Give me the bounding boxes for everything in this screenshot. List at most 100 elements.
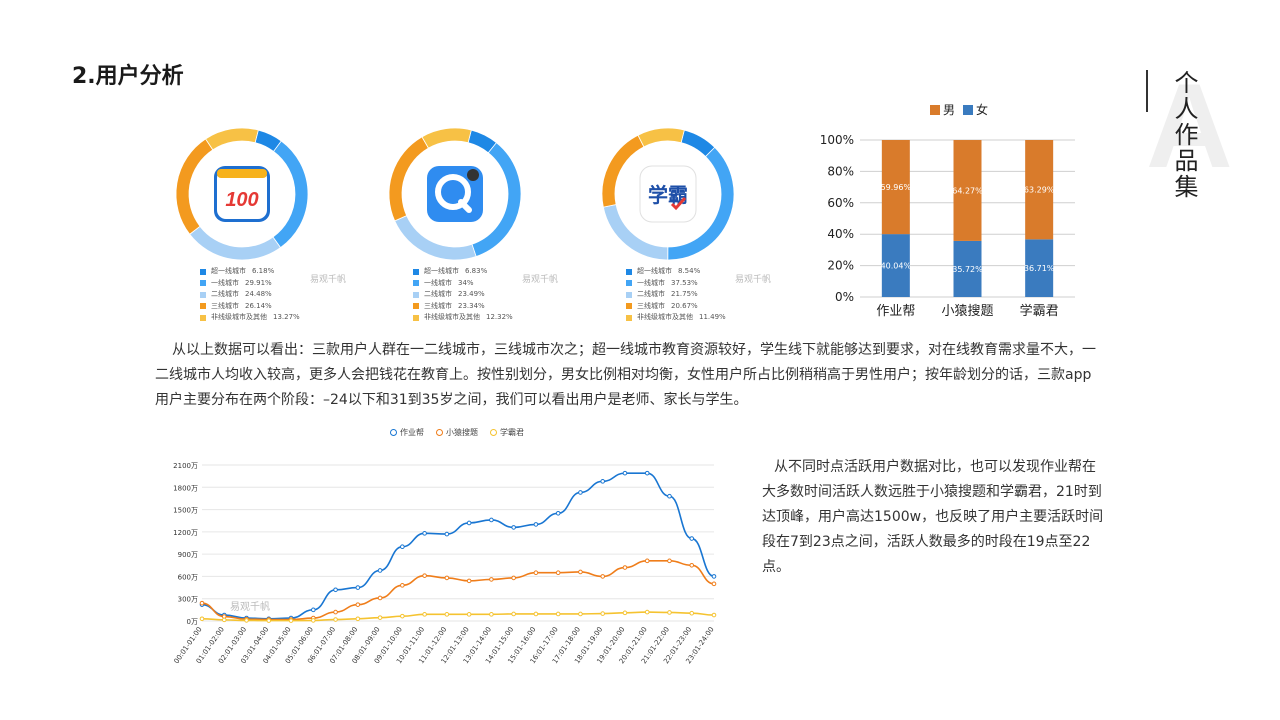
brand-letter: A: [1146, 59, 1233, 193]
legend-value: 20.67%: [671, 301, 698, 310]
legend-swatch: [413, 291, 419, 298]
brand-divider: [1146, 70, 1148, 112]
data-point: [622, 470, 628, 476]
bar-segment: [953, 240, 982, 297]
data-point: [644, 470, 650, 476]
data-point: [377, 595, 383, 601]
y-tick-label: 0万: [187, 618, 198, 626]
xiaoyuan-app-icon: [427, 166, 483, 222]
data-point: [311, 607, 316, 613]
data-label: 35.72%: [952, 265, 983, 274]
data-point: [466, 612, 472, 617]
data-point: [489, 517, 494, 523]
legend-male-swatch: [930, 104, 940, 115]
data-point: [466, 520, 472, 526]
y-tick-label: 20%: [827, 259, 854, 273]
data-point: [578, 611, 583, 617]
data-point: [578, 490, 583, 495]
data-point: [511, 525, 516, 530]
donut-xuebajun: 学霸: [598, 128, 738, 268]
donut-xiaoyuan-svg: [388, 128, 522, 261]
legend-item: 一线城市 37.53%: [626, 278, 726, 290]
legend-label: 二线城市: [211, 290, 239, 298]
data-point: [711, 574, 717, 579]
page-title: 2.用户分析: [72, 64, 184, 89]
legend-value: 13.27%: [273, 313, 300, 321]
donut-slice: [175, 138, 214, 235]
legend-male: 男: [930, 101, 955, 118]
data-point: [199, 600, 205, 606]
donut-slice: [388, 136, 430, 222]
legend-label: 超一线城市: [637, 267, 672, 275]
legend-value: 24.48%: [245, 290, 272, 298]
donut-xiaoyuan: [385, 128, 525, 268]
legend-swatch: [626, 291, 632, 298]
legend-marker: [436, 429, 443, 436]
bar-legend: 男 女: [930, 101, 988, 118]
legend-value: 12.32%: [486, 313, 513, 321]
data-point: [667, 493, 672, 499]
legend-swatch: [626, 280, 632, 287]
bar-segment: [953, 140, 982, 241]
data-point: [244, 618, 249, 623]
data-point: [288, 618, 294, 623]
donut-zuoyebang-svg: 100: [175, 128, 309, 261]
legend-swatch: [413, 280, 419, 287]
analysis-paragraph-1: 从以上数据可以看出：三款用户人群在一二线城市，三线城市次之；超一线城市教育资源较…: [155, 342, 1096, 408]
series-line: [201, 560, 715, 621]
data-point: [422, 612, 427, 617]
data-point: [266, 618, 272, 623]
legend-item: 三线城市 23.34%: [413, 301, 513, 313]
donut-slice: [421, 128, 472, 149]
y-tick-label: 0%: [835, 290, 854, 304]
legend-value: 37.53%: [671, 278, 698, 287]
legend-label: 非线级城市及其他: [211, 313, 267, 321]
data-point: [466, 578, 472, 584]
data-point: [711, 612, 717, 618]
data-point: [667, 558, 672, 564]
legend-female-swatch: [963, 104, 974, 115]
xuebajun-app-icon: 学霸: [639, 165, 697, 223]
legend-item: 超一线城市 6.83%: [413, 266, 513, 278]
legend-value: 26.14%: [245, 301, 272, 310]
data-point: [355, 616, 361, 622]
data-point: [555, 570, 561, 576]
data-point: [622, 565, 628, 570]
data-point: [600, 611, 605, 616]
x-tick-label: 作业帮: [876, 304, 915, 319]
x-tick-label: 学霸君: [1020, 303, 1059, 319]
legend-value: 29.91%: [245, 278, 272, 287]
data-point: [355, 602, 361, 607]
line-legend: 作业帮 小猿搜题 学霸君: [390, 427, 524, 438]
legend-label: 三线城市: [211, 301, 239, 310]
donut-slice: [601, 134, 645, 208]
watermark: 易观千帆: [310, 275, 347, 285]
legend-label: 超一线城市: [211, 267, 246, 275]
data-point: [199, 616, 205, 622]
data-point: [400, 583, 405, 588]
data-label: 36.71%: [1024, 264, 1055, 273]
data-point: [400, 544, 405, 550]
zuoyebang-icon-text: 100: [225, 189, 258, 211]
donut-slice: [189, 225, 282, 261]
legend-swatch: [626, 314, 632, 321]
y-tick-label: 100%: [820, 133, 854, 147]
legend-label: 三线城市: [637, 301, 665, 310]
data-point: [555, 510, 561, 516]
data-point: [711, 581, 717, 587]
donut-legend-zuoyebang: 超一线城市 6.18% 一线城市 29.91% 二线城市 24.48% 三线城市 26.14%…: [200, 266, 300, 324]
y-tick-label: 1200万: [173, 529, 198, 537]
watermark: 易观千帆: [522, 275, 559, 285]
legend-label: 二线城市: [424, 290, 452, 298]
legend-female: 女: [963, 101, 988, 118]
legend-swatch: [200, 303, 206, 310]
data-point: [689, 610, 695, 616]
legend-swatch: [200, 268, 206, 275]
legend-label: 超一线城市: [424, 267, 459, 275]
brand-logo: A 个人作品集: [1146, 66, 1258, 216]
data-label: 64.27%: [952, 186, 983, 195]
legend-female-label: 女: [976, 103, 989, 117]
legend-value: 8.54%: [678, 267, 701, 275]
data-point: [533, 611, 539, 617]
legend-item: 二线城市 23.49%: [413, 289, 513, 301]
